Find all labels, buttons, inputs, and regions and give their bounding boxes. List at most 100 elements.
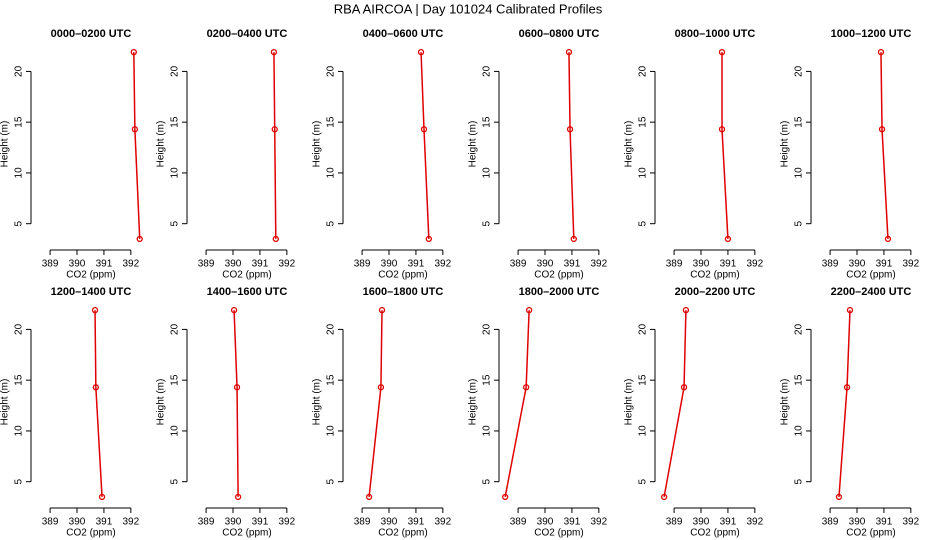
y-tick-label: 20 [794,323,805,335]
y-axis-label: Height (m) [0,121,11,168]
profile-point [233,384,241,391]
x-tick-label: 391 [252,259,269,270]
y-tick-label: 15 [482,116,493,128]
profile-point [420,126,428,133]
panel-title: 1000–1200 UTC [831,28,912,40]
y-tick-label: 5 [794,478,805,484]
y-tick-label: 20 [638,65,649,77]
y-axis-label: Height (m) [624,121,635,168]
profile-point [660,493,668,501]
x-axis-label: CO2 (ppm) [534,270,583,281]
profile-line [838,310,851,497]
x-tick-label: 390 [693,259,710,270]
profile-point [718,48,726,56]
y-axis-label: Height (m) [0,379,11,426]
y-tick-label: 20 [14,65,25,77]
x-tick-label: 390 [849,259,866,270]
x-tick-label: 389 [510,517,527,528]
panel-title: 0000–0200 UTC [51,28,132,40]
x-tick-label: 389 [354,517,371,528]
x-axis-label: CO2 (ppm) [378,270,427,281]
x-tick-label: 389 [354,259,371,270]
y-tick-label: 20 [482,323,493,335]
x-tick-label: 390 [693,517,710,528]
x-tick-label: 391 [876,259,893,270]
profile-point [92,384,99,391]
y-tick-label: 5 [326,220,337,226]
y-tick-label: 10 [326,425,337,437]
y-tick-label: 20 [326,323,337,335]
profile-point [843,384,851,391]
x-axis-label: CO2 (ppm) [690,528,739,539]
profile-point [131,126,139,133]
panel-title: 1800–2000 UTC [519,286,600,298]
x-tick-label: 392 [279,517,296,528]
x-tick-label: 391 [720,259,737,270]
y-tick-label: 5 [638,478,649,484]
profile-point [680,384,688,391]
profile-point [377,384,385,391]
y-tick-label: 10 [638,167,649,179]
x-tick-label: 391 [720,517,737,528]
panel-title: 0400–0600 UTC [363,28,444,40]
profile-point [98,493,106,501]
profile-point [136,235,143,243]
panel-title: 1200–1400 UTC [51,286,132,298]
y-tick-label: 15 [638,374,649,386]
x-axis-label: CO2 (ppm) [378,528,427,539]
x-tick-label: 391 [96,517,113,528]
panel-title: 0600–0800 UTC [519,28,600,40]
x-axis-label: CO2 (ppm) [846,270,895,281]
profile-line [721,52,729,239]
x-tick-label: 391 [564,517,581,528]
x-axis-label: CO2 (ppm) [534,528,583,539]
x-axis-label: CO2 (ppm) [222,528,271,539]
x-tick-label: 389 [198,259,215,270]
x-tick-label: 392 [747,259,764,270]
profile-point [570,235,577,243]
x-tick-label: 390 [225,259,242,270]
x-axis-label: CO2 (ppm) [66,270,115,281]
x-tick-label: 392 [435,517,452,528]
panel-title: 0800–1000 UTC [675,28,756,40]
profile-line [233,310,239,497]
profile-point [566,126,574,133]
x-tick-label: 392 [903,517,920,528]
profile-point [365,493,373,501]
y-tick-label: 20 [638,323,649,335]
profile-point [878,126,886,133]
x-tick-label: 392 [123,259,140,270]
profile-line [273,52,277,239]
profile-point [234,493,242,501]
profile-point [877,48,885,56]
x-tick-label: 391 [408,517,425,528]
profile-point [525,306,533,314]
y-axis-label: Height (m) [780,379,791,426]
profile-line [568,52,575,239]
y-axis-label: Height (m) [468,121,479,168]
x-tick-label: 390 [381,259,398,270]
panel-title: 1600–1800 UTC [363,286,444,298]
x-tick-label: 390 [537,259,554,270]
x-tick-label: 392 [279,259,296,270]
y-tick-label: 15 [482,374,493,386]
y-axis-label: Height (m) [468,379,479,426]
x-tick-label: 390 [69,517,86,528]
x-tick-label: 392 [591,259,608,270]
y-tick-label: 5 [326,478,337,484]
y-tick-label: 15 [638,116,649,128]
x-tick-label: 389 [666,259,683,270]
x-tick-label: 390 [849,517,866,528]
x-tick-label: 392 [903,259,920,270]
profile-point [682,306,690,314]
y-tick-label: 10 [482,167,493,179]
x-tick-label: 389 [198,517,215,528]
x-tick-label: 392 [123,517,140,528]
x-tick-label: 391 [252,517,269,528]
profile-point [425,235,432,243]
x-tick-label: 389 [666,517,683,528]
y-tick-label: 5 [14,478,25,484]
profile-line [880,52,889,239]
panel-title: 2200–2400 UTC [831,286,912,298]
